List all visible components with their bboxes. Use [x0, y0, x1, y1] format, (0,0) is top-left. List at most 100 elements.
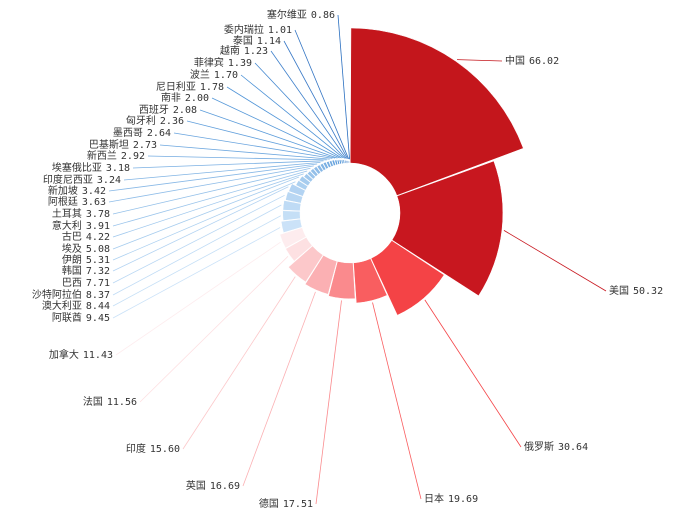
- rose-sector: [285, 191, 304, 204]
- label-value: 1.39: [228, 58, 252, 69]
- data-label: 巴西 7.71: [62, 277, 110, 289]
- label-value: 7.71: [86, 278, 110, 289]
- data-label: 德国 17.51: [259, 497, 313, 510]
- label-line: [112, 167, 311, 215]
- label-value: 3.63: [82, 197, 106, 208]
- label-value: 2.64: [147, 128, 171, 139]
- label-name: 阿联酋: [52, 311, 82, 324]
- label-value: 3.18: [106, 163, 130, 174]
- rose-sector: [348, 160, 350, 164]
- data-label: 澳大利亚 8.44: [42, 299, 110, 312]
- data-label: 俄罗斯 30.64: [524, 440, 588, 453]
- rose-sector: [282, 200, 302, 212]
- label-name: 美国: [609, 284, 629, 297]
- label-value: 17.51: [283, 499, 313, 510]
- label-name: 土耳其: [52, 207, 82, 220]
- label-name: 巴西: [62, 277, 82, 289]
- data-label: 英国 16.69: [186, 479, 240, 492]
- data-label: 沙特阿拉伯 8.37: [32, 288, 110, 301]
- rose-sector: [280, 218, 303, 233]
- data-label: 伊朗 5.31: [62, 254, 110, 266]
- rose-sector: [353, 258, 388, 304]
- rose-sector: [349, 160, 351, 164]
- rose-sector: [391, 160, 504, 297]
- label-line: [108, 163, 318, 192]
- rose-sector: [285, 236, 313, 262]
- label-line: [112, 176, 300, 250]
- label-name: 古巴: [62, 230, 82, 243]
- label-line: [254, 62, 346, 159]
- label-name: 阿根廷: [48, 195, 78, 208]
- rose-sector: [303, 173, 314, 183]
- label-name: 巴基斯坦: [89, 138, 129, 151]
- data-label: 中国 66.02: [505, 54, 559, 67]
- rose-sector: [345, 160, 348, 164]
- data-label: 日本 19.69: [424, 492, 478, 505]
- label-value: 3.24: [97, 175, 121, 186]
- label-name: 委内瑞拉: [224, 23, 264, 36]
- data-label: 泰国 1.14: [233, 34, 281, 47]
- label-value: 0.86: [311, 10, 335, 21]
- label-line: [242, 291, 316, 487]
- label-value: 4.22: [86, 232, 110, 243]
- data-label: 美国 50.32: [609, 284, 663, 297]
- label-line: [294, 29, 350, 160]
- label-value: 3.78: [86, 209, 110, 220]
- label-name: 日本: [424, 492, 444, 505]
- data-label: 韩国 7.32: [62, 264, 110, 277]
- rose-sector: [342, 159, 345, 164]
- label-line: [112, 181, 296, 261]
- label-value: 1.01: [268, 25, 292, 36]
- label-line: [283, 40, 348, 159]
- label-value: 5.08: [86, 244, 110, 255]
- rose-sector: [304, 254, 338, 295]
- label-value: 8.44: [86, 301, 110, 312]
- label-value: 2.08: [173, 105, 197, 116]
- label-name: 澳大利亚: [42, 299, 82, 312]
- label-value: 7.32: [86, 266, 110, 277]
- label-name: 印度: [126, 442, 146, 455]
- rose-sector: [319, 163, 327, 171]
- rose-sector: [310, 168, 319, 177]
- data-label: 埃及 5.08: [62, 242, 110, 255]
- label-line: [503, 230, 607, 292]
- label-line: [132, 160, 324, 169]
- label-value: 2.36: [160, 116, 184, 127]
- label-name: 沙特阿拉伯: [32, 288, 82, 301]
- label-name: 埃及: [62, 242, 82, 255]
- label-value: 11.43: [83, 350, 113, 361]
- data-label: 印度尼西亚 3.24: [43, 173, 121, 186]
- label-line: [112, 194, 285, 284]
- rose-sector: [344, 160, 347, 164]
- label-name: 菲律宾: [194, 56, 224, 69]
- data-label: 菲律宾 1.39: [194, 56, 252, 69]
- data-label: 巴基斯坦 2.73: [89, 138, 157, 151]
- label-name: 越南: [220, 44, 240, 57]
- label-value: 30.64: [558, 442, 588, 453]
- rose-sector: [346, 160, 349, 164]
- data-label: 印度 15.60: [126, 442, 180, 455]
- label-line: [123, 161, 321, 181]
- rose-sector: [336, 159, 340, 165]
- label-name: 韩国: [62, 264, 82, 277]
- data-label: 塞尔维亚 0.86: [267, 8, 335, 21]
- data-label: 南非 2.00: [161, 91, 209, 104]
- label-name: 加拿大: [49, 348, 79, 361]
- data-label: 越南 1.23: [220, 44, 268, 57]
- rose-sector: [307, 170, 316, 180]
- rose-sector: [338, 159, 342, 165]
- rose-sector: [322, 161, 329, 170]
- label-value: 1.23: [244, 46, 268, 57]
- rose-sector: [313, 166, 322, 175]
- label-value: 2.73: [133, 140, 157, 151]
- data-label: 西班牙 2.08: [139, 104, 197, 116]
- label-line: [240, 74, 344, 159]
- label-value: 1.14: [257, 36, 281, 47]
- label-line: [199, 109, 338, 159]
- label-line: [424, 299, 522, 448]
- label-line: [457, 59, 503, 62]
- label-line: [115, 241, 281, 356]
- data-label: 匈牙利 2.36: [126, 114, 184, 127]
- data-label: 新加坡 3.42: [48, 184, 106, 197]
- rose-sector: [350, 27, 524, 196]
